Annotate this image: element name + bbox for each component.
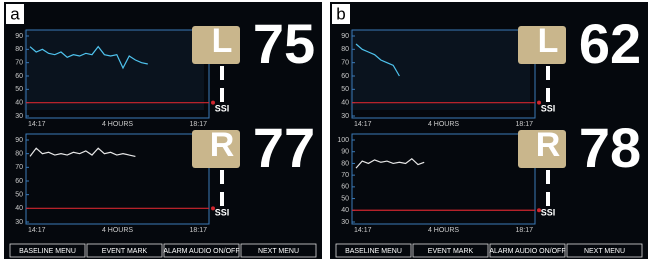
y-tick-label: 70 [341,60,349,67]
y-tick-label: 60 [341,73,349,80]
screen-glare [350,30,530,110]
y-tick-label: 30 [341,113,349,120]
x-label: 18:17 [189,227,207,234]
menu-label[interactable]: BASELINE MENU [19,248,76,255]
index-value: 77 [253,116,315,179]
side-letter: L [538,22,559,60]
y-tick-label: 30 [341,219,349,226]
unit-label: SSI [215,103,230,113]
y-tick-label: 80 [341,46,349,53]
screen-glare [24,30,204,110]
y-tick-label: 80 [341,160,349,167]
x-label: 4 HOURS [428,227,459,234]
x-label: 18:17 [515,227,533,234]
unit-label: SSI [541,103,556,113]
x-label: 14:17 [354,121,372,128]
y-tick-label: 90 [341,149,349,156]
panel-label: b [336,4,345,23]
y-tick-label: 50 [15,86,23,93]
x-label: 14:17 [28,121,46,128]
y-tick-label: 90 [341,33,349,40]
x-label: 18:17 [515,121,533,128]
y-tick-label: 60 [341,184,349,191]
x-label: 18:17 [189,121,207,128]
y-tick-label: 30 [15,219,23,226]
y-tick-label: 50 [341,86,349,93]
screenshot: a 30 40 50 60 70 80 90 14:17 4 HOURS 18:17 L SSI 75 30… [0,0,650,261]
menu-label[interactable]: NEXT MENU [258,248,299,255]
y-tick-label: 70 [341,172,349,179]
unit-label: SSI [215,207,230,217]
y-tick-label: 90 [15,33,23,40]
y-tick-label: 70 [15,60,23,67]
index-bar [546,170,550,184]
x-label: 4 HOURS [428,121,459,128]
side-letter: R [210,126,235,164]
menu-label[interactable]: ALARM AUDIO ON/OFF [163,248,239,255]
y-tick-label: 80 [15,46,23,53]
y-tick-label: 40 [341,207,349,214]
y-tick-label: 60 [15,73,23,80]
index-bar [220,88,224,102]
x-label: 4 HOURS [102,121,133,128]
y-tick-label: 50 [15,192,23,199]
menu-label[interactable]: EVENT MARK [428,248,474,255]
index-bar [546,88,550,102]
index-bar [546,66,550,80]
y-tick-label: 90 [15,137,23,144]
x-label: 14:17 [354,227,372,234]
index-bar [220,192,224,206]
panel-label: a [10,4,20,23]
side-letter: R [536,126,561,164]
menu-label[interactable]: NEXT MENU [584,248,625,255]
unit-label: SSI [541,207,556,217]
side-letter: L [212,22,233,60]
x-label: 4 HOURS [102,227,133,234]
index-bar [546,192,550,206]
index-value: 62 [579,12,641,75]
y-tick-label: 40 [15,205,23,212]
index-bar [220,66,224,80]
y-tick-label: 80 [15,151,23,158]
menu-label[interactable]: BASELINE MENU [345,248,402,255]
y-tick-label: 70 [15,164,23,171]
y-tick-label: 60 [15,178,23,185]
index-bar [220,170,224,184]
y-tick-label: 40 [341,100,349,107]
menu-label[interactable]: ALARM AUDIO ON/OFF [489,248,565,255]
y-tick-label: 100 [337,137,349,144]
y-tick-label: 30 [15,113,23,120]
x-label: 14:17 [28,227,46,234]
index-value: 75 [253,12,315,75]
menu-label[interactable]: EVENT MARK [102,248,148,255]
index-value: 78 [579,116,641,179]
y-tick-label: 40 [15,100,23,107]
y-tick-label: 50 [341,195,349,202]
